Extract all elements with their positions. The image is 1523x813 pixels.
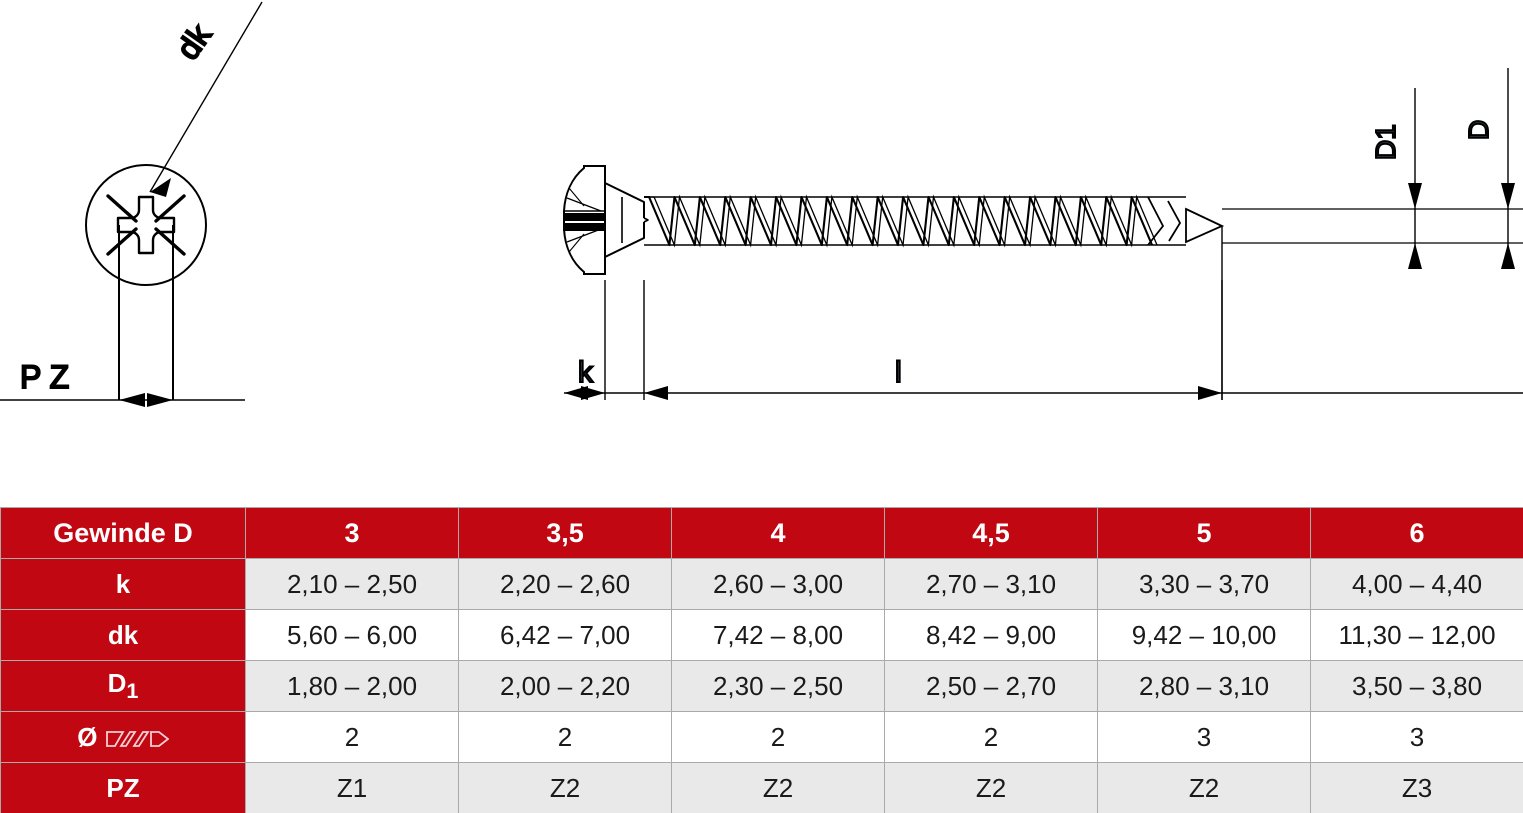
- svg-text:l: l: [895, 356, 902, 389]
- svg-text:dk: dk: [169, 17, 218, 66]
- svg-text:P Z: P Z: [20, 359, 69, 395]
- svg-text:D: D: [1463, 120, 1494, 140]
- svg-text:D1: D1: [1370, 124, 1401, 160]
- svg-text:k: k: [578, 356, 594, 389]
